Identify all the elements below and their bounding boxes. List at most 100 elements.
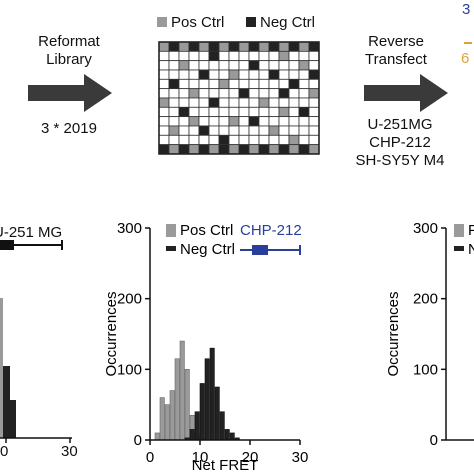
plate-well <box>308 144 320 155</box>
plate-well <box>278 125 290 136</box>
plate-well <box>198 60 210 71</box>
plate-well <box>258 78 270 90</box>
plate-well <box>288 116 300 127</box>
chart1-legend-tick <box>61 240 63 250</box>
chart3-legend-pos-letter: P <box>468 222 474 239</box>
plate-well <box>178 69 190 80</box>
plate-well <box>238 144 250 155</box>
edge-fragment-dash <box>464 42 472 44</box>
plate-well <box>248 144 260 155</box>
plate-well <box>248 97 260 108</box>
plate-well <box>188 60 200 71</box>
plate-well <box>238 116 250 127</box>
plate-well <box>278 41 290 52</box>
chart2-bar-pos <box>179 340 185 441</box>
step2-line1: Reverse <box>368 33 424 50</box>
plate-well <box>178 97 190 108</box>
plate-well <box>298 78 310 90</box>
plate-well <box>308 50 320 62</box>
plate-well <box>288 134 300 146</box>
plate-well <box>238 69 250 80</box>
plate-well <box>238 134 250 146</box>
plate-well <box>288 125 300 136</box>
plate-well <box>268 106 280 118</box>
plate-well <box>228 41 240 52</box>
plate-well <box>208 106 220 118</box>
plate-well <box>258 144 270 155</box>
plate-well <box>298 88 310 99</box>
plate-well <box>228 144 240 155</box>
plate-well <box>258 41 270 52</box>
chart1-title: U-251 MG <box>0 224 63 241</box>
plate-well <box>168 134 180 146</box>
edge-fragment-mid: 6 <box>461 50 470 67</box>
plate-well <box>248 134 260 146</box>
plate-well <box>278 88 290 99</box>
plate-well <box>198 134 210 146</box>
plate-well <box>158 144 170 155</box>
arrow-right-icon <box>28 74 112 112</box>
plate-well <box>218 106 230 118</box>
plate-well <box>258 134 270 146</box>
plate-well <box>288 144 300 155</box>
chart3-legend-pos-swatch <box>454 224 464 237</box>
chart2-y-label: Occurrences <box>104 291 120 376</box>
plate-well <box>288 50 300 62</box>
plate-well <box>288 106 300 118</box>
plate-well <box>308 116 320 127</box>
plate-well <box>268 88 280 99</box>
chart1-partial-plot <box>0 298 72 443</box>
plate-well <box>208 144 220 155</box>
chart2-bar-pos <box>164 404 170 441</box>
plate-well <box>298 69 310 80</box>
plate-well <box>208 50 220 62</box>
plate-well <box>158 78 170 90</box>
chart1-legend-box <box>0 240 14 250</box>
plate-well <box>218 60 230 71</box>
plate-well <box>168 78 180 90</box>
plate-well <box>308 78 320 90</box>
plate-well <box>188 106 200 118</box>
plate-well <box>218 125 230 136</box>
chart3-y-tick-label: 100 <box>413 361 438 378</box>
pos-ctrl-label: Pos Ctrl <box>171 14 225 31</box>
plate-well <box>228 50 240 62</box>
plate-well <box>278 97 290 108</box>
chart1-bar-neg <box>10 400 16 438</box>
plate-well <box>308 97 320 108</box>
chart2-bar-neg <box>209 347 215 441</box>
cell-line-list: U-251MG CHP-212 SH-SY5Y M4 <box>340 116 460 170</box>
plate-well <box>198 97 210 108</box>
plate-well <box>258 125 270 136</box>
plate-well <box>188 97 200 108</box>
plate-well <box>158 41 170 52</box>
plate-border <box>158 41 320 155</box>
plate-well <box>218 78 230 90</box>
cell-line-item: SH-SY5Y M4 <box>355 152 445 169</box>
plate-well <box>158 106 170 118</box>
plate-well <box>198 69 210 80</box>
plate-well <box>198 125 210 136</box>
plate-well <box>298 41 310 52</box>
plate-well <box>188 134 200 146</box>
plate-well <box>158 69 170 80</box>
plate-well <box>208 97 220 108</box>
plate-well <box>168 144 180 155</box>
plate-well <box>298 116 310 127</box>
plate-well <box>228 116 240 127</box>
plate-well <box>298 60 310 71</box>
plate-well <box>258 88 270 99</box>
step2-label: Reverse Transfect <box>350 33 442 69</box>
plate-well <box>288 60 300 71</box>
plate-well <box>228 97 240 108</box>
plate-well <box>228 69 240 80</box>
plate-well <box>178 41 190 52</box>
plate-well <box>198 41 210 52</box>
chart2-bar-neg <box>219 411 225 441</box>
plate-well <box>188 50 200 62</box>
plate-well <box>168 97 180 108</box>
plate-well <box>178 60 190 71</box>
plate-well <box>288 69 300 80</box>
chart2-legend-pos-label: Pos Ctrl <box>180 222 233 239</box>
plate-well <box>188 116 200 127</box>
